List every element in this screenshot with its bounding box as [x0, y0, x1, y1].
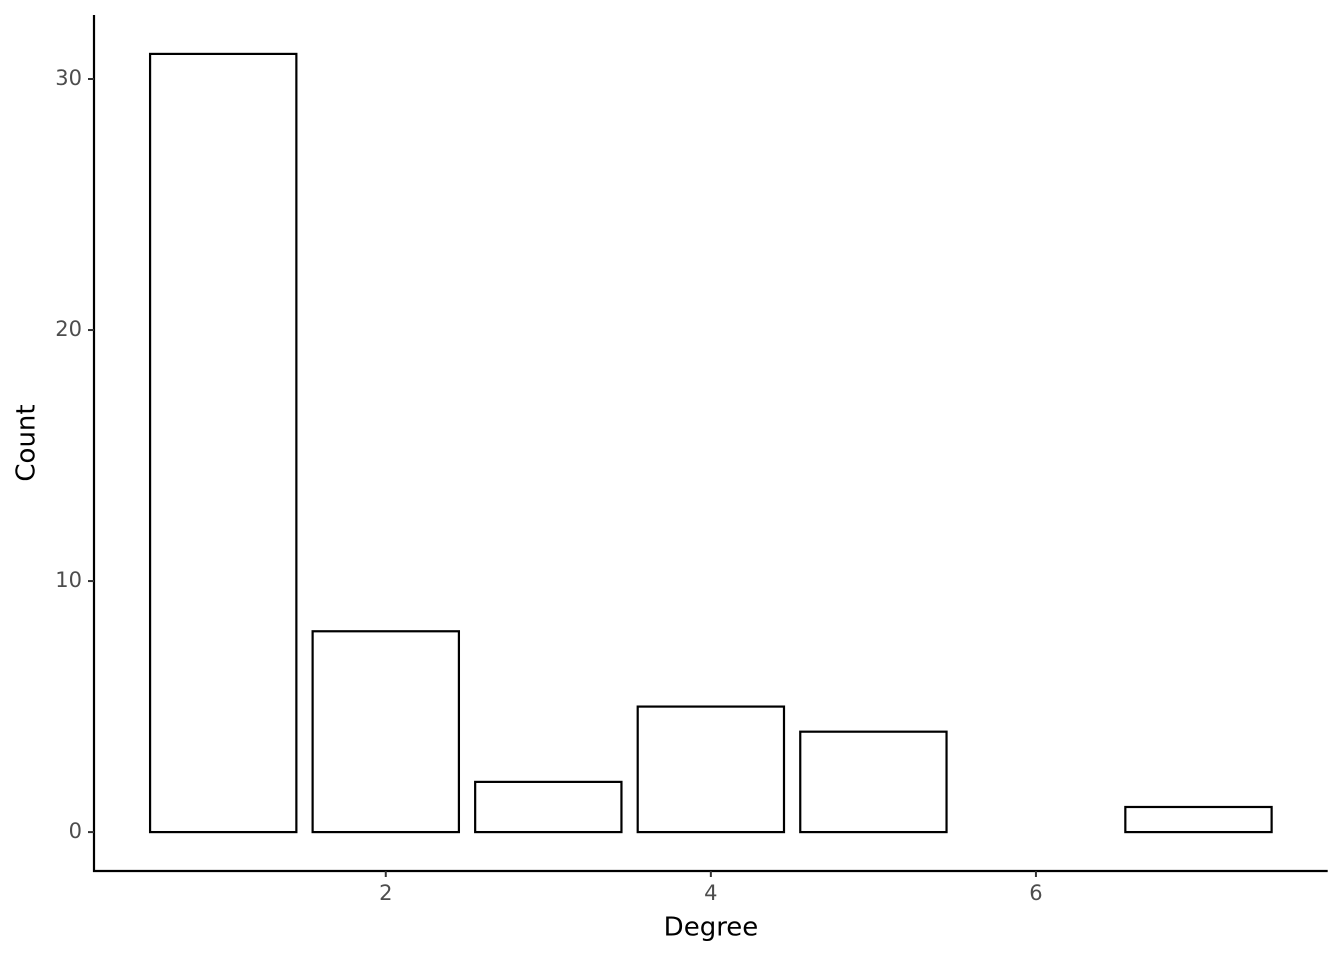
y-tick-label: 0: [69, 819, 82, 843]
x-tick-label: 4: [704, 881, 717, 905]
bar: [1124, 805, 1273, 834]
y-axis-title: Count: [12, 404, 42, 481]
x-axis-title: Degree: [664, 913, 759, 943]
bar: [474, 780, 623, 834]
y-tick-label: 10: [55, 568, 82, 592]
bar: [148, 52, 298, 834]
x-tick-label: 6: [1029, 881, 1042, 905]
y-tick-label: 20: [55, 317, 82, 341]
y-tick-label: 30: [55, 66, 82, 90]
x-tick-label: 2: [379, 881, 392, 905]
bar: [311, 630, 461, 834]
bar: [799, 730, 948, 834]
bar: [636, 705, 786, 834]
